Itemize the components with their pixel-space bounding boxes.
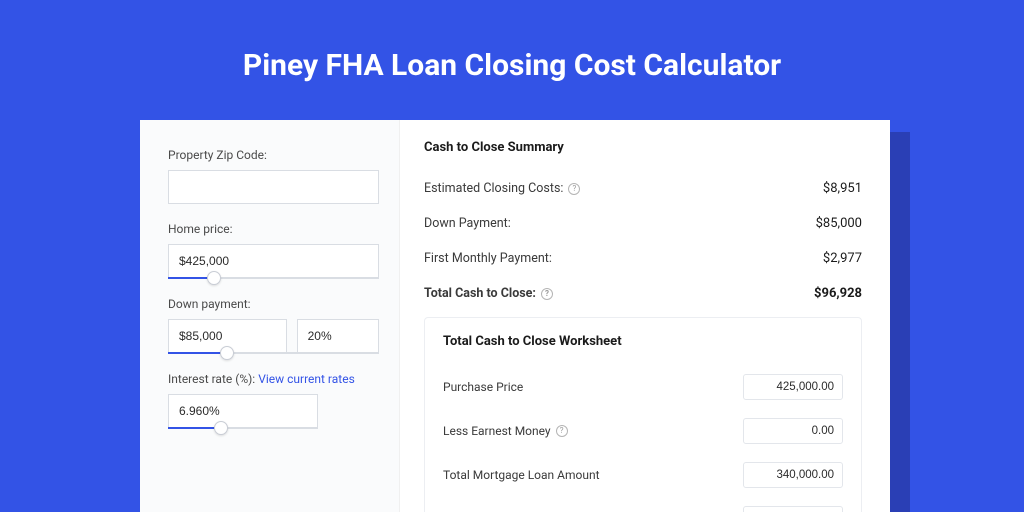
help-icon[interactable]: ? [568,183,580,195]
summary-title: Cash to Close Summary [424,140,862,155]
help-icon[interactable]: ? [556,425,568,437]
home-price-slider-thumb[interactable] [207,271,221,285]
help-icon[interactable]: ? [541,288,553,300]
calculator-card: Property Zip Code: Home price: Down paym… [140,120,890,512]
interest-label-text: Interest rate (%): [168,372,255,386]
summary-row-total: Total Cash to Close: ? $96,928 [424,276,862,311]
home-price-slider[interactable] [168,277,379,279]
down-payment-slider-fill [168,352,227,354]
summary-label-1: Down Payment: [424,216,511,231]
ws-input-earnest[interactable] [743,418,843,444]
zip-label: Property Zip Code: [168,148,379,162]
summary-label-0: Estimated Closing Costs: [424,181,563,196]
down-payment-field-group: Down payment: [168,297,379,354]
inputs-panel: Property Zip Code: Home price: Down paym… [140,120,400,512]
summary-value-2: $2,977 [823,251,862,266]
interest-slider[interactable] [168,427,318,429]
ws-label-0: Purchase Price [443,380,523,394]
ws-input-mortgage[interactable] [743,462,843,488]
results-panel: Cash to Close Summary Estimated Closing … [400,120,890,512]
interest-label: Interest rate (%): View current rates [168,372,379,386]
worksheet-row-purchase: Purchase Price [443,365,843,409]
worksheet-row-earnest: Less Earnest Money ? [443,409,843,453]
worksheet-title: Total Cash to Close Worksheet [443,334,843,349]
down-payment-slider-thumb[interactable] [220,346,234,360]
home-price-field-group: Home price: [168,222,379,279]
interest-field-group: Interest rate (%): View current rates [168,372,379,429]
summary-value-1: $85,000 [816,216,862,231]
zip-input[interactable] [168,170,379,204]
page-root: Piney FHA Loan Closing Cost Calculator P… [0,0,1024,512]
page-title: Piney FHA Loan Closing Cost Calculator [0,48,1024,83]
zip-field-group: Property Zip Code: [168,148,379,204]
summary-row-first-payment: First Monthly Payment: $2,977 [424,241,862,276]
ws-label-1: Less Earnest Money [443,424,551,438]
summary-label-2: First Monthly Payment: [424,251,552,266]
home-price-input[interactable] [168,244,379,278]
summary-total-label: Total Cash to Close: [424,286,536,301]
worksheet-panel: Total Cash to Close Worksheet Purchase P… [424,317,862,512]
down-payment-slider[interactable] [168,352,379,354]
interest-slider-thumb[interactable] [214,421,228,435]
ws-input-purchase[interactable] [743,374,843,400]
worksheet-row-second-mortgage: Total Second Mortgage Amount ? [443,497,843,512]
summary-row-closing-costs: Estimated Closing Costs: ? $8,951 [424,171,862,206]
summary-value-0: $8,951 [823,181,862,196]
ws-label-2: Total Mortgage Loan Amount [443,468,600,482]
down-payment-pct-input[interactable] [297,319,379,353]
down-payment-label: Down payment: [168,297,379,311]
home-price-label: Home price: [168,222,379,236]
worksheet-row-mortgage: Total Mortgage Loan Amount [443,453,843,497]
ws-input-second-mortgage[interactable] [743,506,843,512]
summary-total-value: $96,928 [814,286,862,301]
interest-input[interactable] [168,394,318,428]
summary-row-down-payment: Down Payment: $85,000 [424,206,862,241]
view-rates-link[interactable]: View current rates [258,372,355,386]
